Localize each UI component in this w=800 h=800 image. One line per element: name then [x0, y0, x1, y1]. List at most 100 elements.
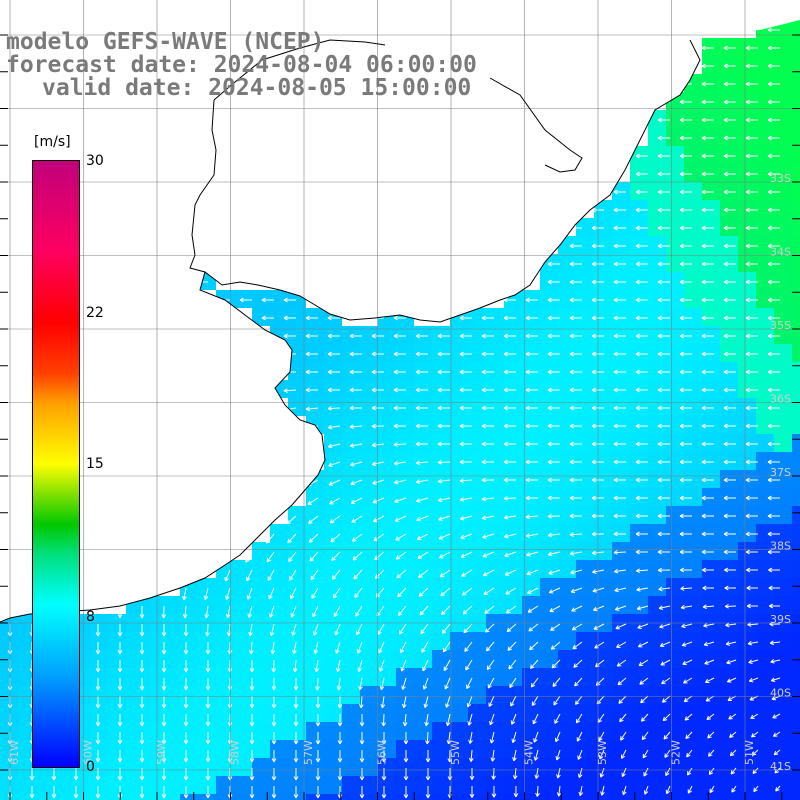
- wind-arrow: [635, 153, 648, 159]
- wind-arrow: [528, 623, 539, 632]
- wind-arrow: [373, 515, 385, 523]
- wind-arrow: [246, 569, 253, 582]
- wind-arrow: [225, 587, 231, 600]
- wind-arrow: [569, 477, 582, 483]
- wind-arrow: [371, 387, 384, 393]
- wind-arrow: [466, 677, 473, 689]
- wind-arrow: [249, 786, 255, 799]
- wind-arrow: [507, 641, 517, 651]
- wind-arrow: [394, 515, 407, 522]
- wind-arrow: [486, 659, 495, 670]
- wind-arrow: [481, 496, 495, 502]
- wind-arrow: [249, 660, 255, 673]
- wind-arrow: [441, 605, 451, 616]
- wind-arrow: [679, 423, 692, 429]
- wind-arrow: [745, 477, 758, 483]
- wind-arrow: [393, 387, 406, 393]
- wind-arrow: [701, 477, 714, 483]
- wind-arrow: [525, 495, 538, 501]
- brazil-uruguay-border: [213, 39, 386, 101]
- wind-arrow: [746, 603, 758, 609]
- wind-arrow: [525, 387, 538, 393]
- wind-arrow: [745, 297, 758, 303]
- wind-arrow: [657, 387, 670, 393]
- wind-arrow: [328, 461, 341, 468]
- wind-arrow: [355, 605, 363, 617]
- wind-arrow: [547, 279, 560, 285]
- wind-arrow: [745, 63, 758, 69]
- wind-arrow: [481, 315, 494, 321]
- wind-arrow: [703, 623, 715, 628]
- wind-arrow: [593, 623, 605, 630]
- wind-arrow: [635, 513, 648, 519]
- wind-arrow: [767, 261, 780, 267]
- wind-arrow: [351, 533, 363, 542]
- wind-arrow: [371, 333, 384, 339]
- wind-arrow: [205, 714, 211, 727]
- wind-arrow: [505, 605, 517, 614]
- wind-arrow: [613, 513, 626, 519]
- wind-arrow: [403, 731, 409, 745]
- wind-arrow: [767, 171, 780, 177]
- wind-arrow: [503, 477, 516, 483]
- wind-arrow: [393, 460, 407, 466]
- latitude-label: 36S: [770, 393, 791, 406]
- wind-arrow: [701, 513, 714, 519]
- wind-arrow: [620, 731, 627, 741]
- wind-arrow: [415, 479, 429, 484]
- wind-arrow: [139, 606, 145, 619]
- wind-arrow: [293, 678, 299, 691]
- wind-arrow: [679, 153, 692, 159]
- wind-arrow: [657, 279, 670, 285]
- wind-arrow: [503, 405, 516, 411]
- wind-arrow: [636, 568, 649, 574]
- wind-arrow: [635, 369, 648, 375]
- wind-arrow: [745, 99, 758, 105]
- wind-arrow: [683, 695, 693, 703]
- wind-arrow: [635, 315, 648, 321]
- wind-arrow: [556, 767, 561, 779]
- wind-arrow: [283, 388, 297, 393]
- wind-arrow: [372, 497, 385, 504]
- wind-arrow: [481, 423, 494, 429]
- wind-arrow: [95, 624, 101, 637]
- wind-arrow: [638, 659, 649, 667]
- wind-arrow: [770, 677, 781, 682]
- wind-arrow: [577, 767, 583, 778]
- wind-arrow: [723, 45, 736, 51]
- wind-arrow: [422, 659, 429, 672]
- wind-arrow: [704, 677, 715, 684]
- wind-arrow: [767, 477, 780, 483]
- wind-arrow: [461, 587, 473, 596]
- wind-arrow: [117, 714, 123, 727]
- wind-arrow: [442, 641, 451, 653]
- wind-arrow: [657, 207, 670, 213]
- wind-arrow: [327, 387, 340, 393]
- wind-arrow: [570, 587, 583, 594]
- wind-arrow: [657, 459, 670, 465]
- wind-arrow: [532, 713, 539, 725]
- wind-arrow: [569, 315, 582, 321]
- wind-arrow: [635, 441, 648, 447]
- wind-arrow: [723, 549, 736, 555]
- wind-arrow: [723, 315, 736, 321]
- wind-arrow: [512, 749, 517, 762]
- wind-arrow: [225, 605, 231, 619]
- wind-arrow: [658, 567, 671, 573]
- wind-arrow: [331, 551, 341, 562]
- wind-arrow: [315, 696, 321, 709]
- wind-arrow: [639, 677, 649, 685]
- wind-arrow: [510, 695, 517, 707]
- wind-arrow: [463, 623, 473, 634]
- wind-arrow: [643, 767, 649, 777]
- wind-arrow: [506, 623, 517, 633]
- wind-arrow: [685, 731, 693, 740]
- wind-arrow: [311, 587, 319, 599]
- wind-arrow: [547, 441, 560, 447]
- wind-arrow: [481, 515, 495, 521]
- wind-arrow: [437, 387, 450, 393]
- wind-arrow: [525, 333, 538, 339]
- wind-arrow: [459, 459, 472, 465]
- wind-arrow: [483, 569, 495, 577]
